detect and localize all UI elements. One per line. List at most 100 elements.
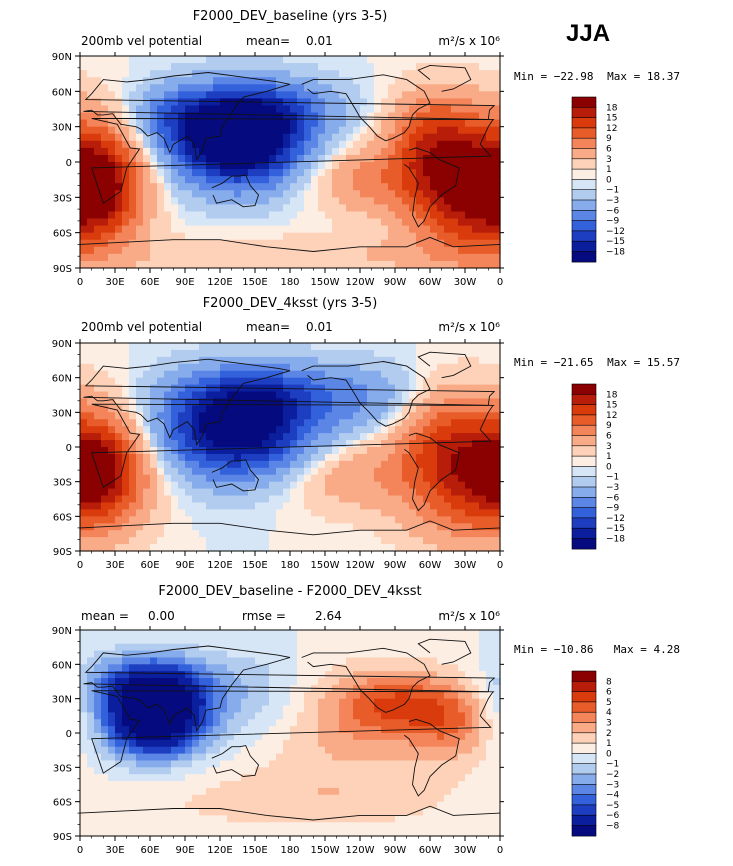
field-cell xyxy=(136,705,144,713)
field-cell xyxy=(199,126,207,135)
field-cell xyxy=(479,197,487,205)
field-cell xyxy=(332,650,340,659)
field-label: 200mb vel potential xyxy=(81,320,202,334)
field-cell xyxy=(115,719,123,727)
field-cell xyxy=(143,636,151,645)
field-cell xyxy=(192,119,200,128)
field-cell xyxy=(430,190,438,198)
field-cell xyxy=(157,260,165,269)
field-cell xyxy=(276,530,284,538)
field-cell xyxy=(479,363,487,372)
field-cell xyxy=(479,204,487,213)
field-cell xyxy=(150,343,158,351)
field-cell xyxy=(108,412,116,420)
field-cell xyxy=(80,197,88,205)
field-cell xyxy=(486,544,494,552)
field-cell xyxy=(213,98,221,107)
field-cell xyxy=(388,225,396,234)
field-cell xyxy=(262,495,270,504)
field-cell xyxy=(493,253,501,262)
field-cell xyxy=(213,253,221,262)
field-cell xyxy=(374,509,382,517)
field-cell xyxy=(367,169,375,177)
field-cell xyxy=(360,349,368,358)
field-cell xyxy=(493,440,501,448)
field-cell xyxy=(248,56,256,64)
field-cell xyxy=(318,664,326,672)
field-cell xyxy=(227,726,235,734)
field-cell xyxy=(213,433,221,441)
field-cell xyxy=(451,516,459,524)
field-cell xyxy=(381,712,389,720)
field-cell xyxy=(283,433,291,441)
field-cell xyxy=(136,657,144,665)
field-cell xyxy=(458,70,466,78)
field-cell xyxy=(367,126,375,135)
field-cell xyxy=(192,91,200,99)
field-cell xyxy=(465,453,473,462)
field-cell xyxy=(234,678,242,686)
field-cell xyxy=(136,162,144,170)
field-cell xyxy=(122,719,130,727)
field-cell xyxy=(472,246,480,255)
field-cell xyxy=(311,105,319,114)
field-cell xyxy=(108,190,116,198)
field-cell xyxy=(80,643,88,652)
field-cell xyxy=(458,719,466,727)
field-cell xyxy=(318,636,326,645)
field-cell xyxy=(437,183,445,191)
field-cell xyxy=(143,211,151,220)
field-cell xyxy=(444,211,452,220)
field-cell xyxy=(220,183,228,191)
field-cell xyxy=(164,433,172,441)
field-cell xyxy=(283,169,291,177)
field-cell xyxy=(122,671,130,679)
field-cell xyxy=(269,426,277,434)
field-cell xyxy=(290,664,298,672)
field-cell xyxy=(213,218,221,227)
field-cell xyxy=(101,218,109,227)
field-cell xyxy=(339,190,347,198)
field-cell xyxy=(192,84,200,92)
field-cell xyxy=(101,630,109,638)
field-cell xyxy=(367,112,375,121)
colorbar-box xyxy=(571,424,597,437)
field-cell xyxy=(248,719,256,727)
field-cell xyxy=(444,419,452,427)
field-cell xyxy=(80,204,88,213)
field-cell xyxy=(241,218,249,227)
field-cell xyxy=(332,384,340,393)
field-cell xyxy=(108,733,116,741)
field-cell xyxy=(101,657,109,665)
field-cell xyxy=(262,246,270,255)
field-cell xyxy=(346,650,354,659)
field-cell xyxy=(493,391,501,400)
field-cell xyxy=(451,70,459,78)
field-cell xyxy=(451,460,459,469)
field-cell xyxy=(248,516,256,524)
field-cell xyxy=(325,204,333,213)
field-cell xyxy=(234,433,242,441)
field-cell xyxy=(437,349,445,358)
field-cell xyxy=(381,253,389,262)
field-cell xyxy=(192,218,200,227)
field-cell xyxy=(388,671,396,679)
field-cell xyxy=(115,433,123,441)
field-cell xyxy=(486,481,494,490)
field-cell xyxy=(339,712,347,720)
field-cell xyxy=(395,691,403,700)
field-cell xyxy=(311,176,319,184)
field-cell xyxy=(409,636,417,645)
field-cell xyxy=(192,77,200,85)
field-cell xyxy=(150,384,158,393)
field-cell xyxy=(164,650,172,659)
field-cell xyxy=(423,726,431,734)
field-cell xyxy=(409,377,417,386)
field-cell xyxy=(220,343,228,351)
field-cell xyxy=(178,726,186,734)
field-cell xyxy=(367,377,375,386)
field-cell xyxy=(157,343,165,351)
field-cell xyxy=(80,488,88,497)
field-cell xyxy=(143,98,151,107)
field-cell xyxy=(129,384,137,393)
